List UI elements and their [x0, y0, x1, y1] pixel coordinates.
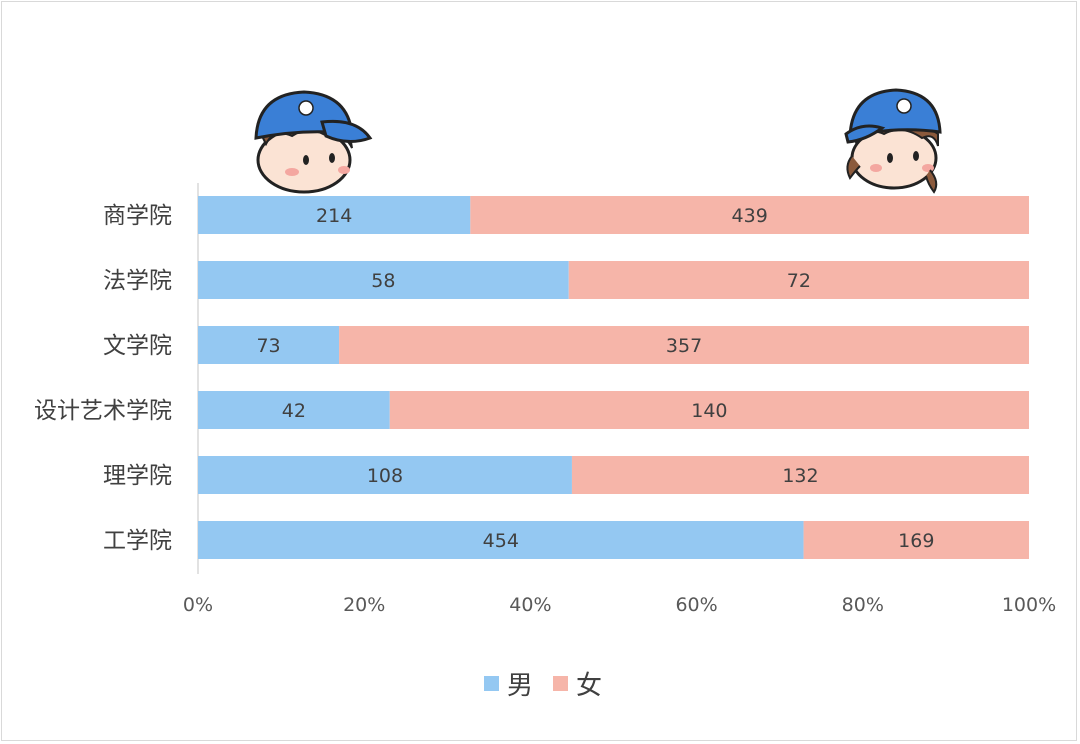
bar-male	[198, 261, 569, 299]
x-tick-label: 100%	[1002, 594, 1056, 616]
bar-row: 58 72 法学院	[103, 261, 1029, 299]
legend-label: 男	[507, 671, 533, 701]
bar-female	[339, 326, 1029, 364]
bar-male	[198, 326, 340, 364]
boy-cap-icon	[254, 90, 373, 194]
legend-swatch	[553, 676, 568, 691]
bar-row: 108 132 理学院	[103, 456, 1029, 494]
x-tick-label: 20%	[343, 594, 385, 616]
bar-male	[198, 521, 804, 559]
data-label-male: 454	[483, 530, 519, 552]
bar-female	[568, 261, 1029, 299]
bar-row: 214 439 商学院	[103, 196, 1029, 234]
bar-male	[198, 391, 390, 429]
bar-row: 42 140 设计艺术学院	[34, 391, 1029, 429]
data-label-female: 72	[787, 270, 811, 292]
category-label: 法学院	[103, 268, 172, 294]
x-tick-label: 60%	[675, 594, 717, 616]
legend: 男女	[484, 671, 602, 701]
data-label-male: 108	[367, 465, 403, 487]
category-label: 理学院	[103, 463, 172, 489]
bar-female	[571, 456, 1029, 494]
category-label: 商学院	[103, 203, 172, 229]
x-tick-label: 80%	[842, 594, 884, 616]
bar-male	[198, 196, 471, 234]
data-label-female: 357	[666, 335, 702, 357]
data-label-female: 439	[732, 205, 768, 227]
bar-female	[470, 196, 1029, 234]
data-label-male: 214	[316, 205, 352, 227]
legend-swatch	[484, 676, 499, 691]
x-tick-label: 40%	[509, 594, 551, 616]
data-label-female: 132	[782, 465, 818, 487]
category-label: 设计艺术学院	[34, 398, 172, 424]
data-label-male: 42	[282, 400, 306, 422]
girl-cap-icon	[844, 88, 942, 194]
category-label: 工学院	[103, 528, 172, 554]
bar-female	[389, 391, 1029, 429]
bar-row: 454 169 工学院	[103, 521, 1029, 559]
legend-label: 女	[576, 671, 602, 701]
data-label-male: 58	[371, 270, 395, 292]
bar-male	[198, 456, 572, 494]
bar-female	[803, 521, 1029, 559]
bar-row: 73 357 文学院	[103, 326, 1029, 364]
data-label-male: 73	[256, 335, 280, 357]
x-tick-label: 0%	[183, 594, 213, 616]
plot-area: 214 439 商学院 58 72 法学院 73 357 文学院 42 140 设计艺术学院 108 13…	[34, 183, 1056, 616]
legend-item: 男	[484, 671, 533, 701]
category-label: 文学院	[103, 333, 172, 359]
data-label-female: 140	[691, 400, 727, 422]
legend-item: 女	[553, 671, 602, 701]
data-label-female: 169	[898, 530, 934, 552]
